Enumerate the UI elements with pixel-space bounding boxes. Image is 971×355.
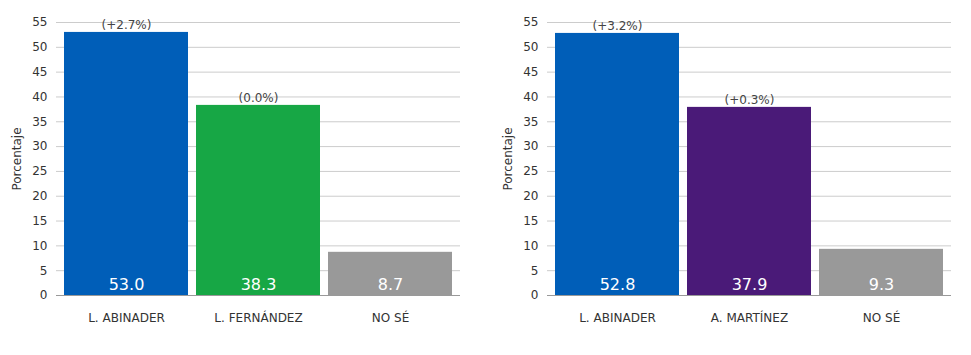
svg-text:L. ABINADER: L. ABINADER (579, 311, 656, 325)
svg-text:5: 5 (531, 264, 539, 278)
svg-text:30: 30 (32, 139, 47, 153)
svg-text:53.0: 53.0 (109, 275, 145, 294)
svg-text:15: 15 (32, 214, 47, 228)
svg-text:NO SÉ: NO SÉ (863, 310, 900, 325)
svg-text:Porcentaje: Porcentaje (10, 127, 24, 190)
svg-text:37.9: 37.9 (732, 275, 768, 294)
svg-text:38.3: 38.3 (241, 275, 277, 294)
svg-text:8.7: 8.7 (378, 275, 403, 294)
svg-text:(+2.7%): (+2.7%) (102, 18, 152, 32)
svg-text:0: 0 (531, 288, 539, 302)
svg-text:NO SÉ: NO SÉ (372, 310, 409, 325)
svg-text:35: 35 (523, 115, 538, 129)
svg-text:L. FERNÁNDEZ: L. FERNÁNDEZ (214, 310, 302, 325)
svg-text:(0.0%): (0.0%) (239, 91, 279, 105)
svg-text:L. ABINADER: L. ABINADER (88, 311, 165, 325)
svg-text:35: 35 (32, 115, 47, 129)
svg-text:10: 10 (523, 239, 538, 253)
svg-text:30: 30 (523, 139, 538, 153)
svg-text:A. MARTÍNEZ: A. MARTÍNEZ (711, 310, 788, 325)
svg-text:55: 55 (32, 15, 47, 29)
svg-text:50: 50 (32, 40, 47, 54)
svg-text:52.8: 52.8 (600, 275, 636, 294)
svg-text:(+3.2%): (+3.2%) (593, 19, 643, 33)
svg-text:(+0.3%): (+0.3%) (725, 93, 775, 107)
svg-text:45: 45 (32, 65, 47, 79)
svg-text:9.3: 9.3 (869, 275, 894, 294)
svg-text:40: 40 (32, 90, 47, 104)
svg-text:50: 50 (523, 40, 538, 54)
svg-text:45: 45 (523, 65, 538, 79)
svg-text:55: 55 (523, 15, 538, 29)
svg-text:20: 20 (523, 189, 538, 203)
svg-text:20: 20 (32, 189, 47, 203)
svg-text:25: 25 (32, 164, 47, 178)
svg-text:10: 10 (32, 239, 47, 253)
svg-text:5: 5 (40, 264, 48, 278)
svg-text:15: 15 (523, 214, 538, 228)
svg-text:40: 40 (523, 90, 538, 104)
svg-text:Porcentaje: Porcentaje (501, 127, 515, 190)
svg-text:0: 0 (40, 288, 48, 302)
svg-text:25: 25 (523, 164, 538, 178)
